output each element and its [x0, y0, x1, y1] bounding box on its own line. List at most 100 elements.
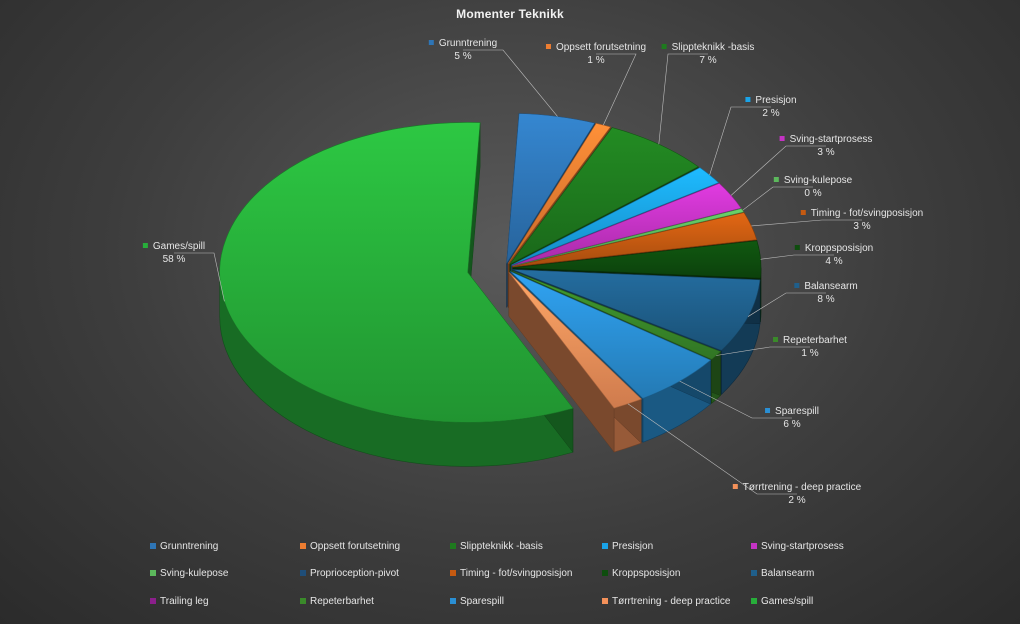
leader-line-grunntrening [463, 49, 558, 117]
legend-swatch [150, 570, 156, 576]
leader-line-t-rrtrening-deep-practice [627, 403, 797, 495]
data-label-presisjon: Presisjon 2 % [745, 94, 797, 120]
slice-games-spill [219, 122, 574, 423]
legend-swatch [602, 598, 608, 604]
legend-label: Presisjon [612, 541, 654, 552]
legend-label: Timing - fot/svingposisjon [460, 568, 573, 579]
leader-line-balansearm [747, 292, 826, 317]
legend-label: Sving-kulepose [160, 568, 229, 579]
data-label-repeterbarhet: Repeterbarhet 1 % [773, 334, 847, 360]
data-label-slippteknikk-basis: Slippteknikk -basis 7 % [661, 41, 755, 67]
data-label-sving-kulepose: Sving-kulepose 0 % [773, 174, 852, 200]
data-label-grunntrening: Grunntrening 5 % [428, 37, 498, 63]
leader-line-games-spill [174, 252, 225, 302]
slice-balansearm [512, 269, 761, 351]
legend-item-games-spill: Games/spill [751, 596, 813, 607]
legend-item-grunntrening: Grunntrening [150, 541, 218, 552]
leader-line-oppsett-forutsetning [596, 53, 637, 126]
data-label-name: Kroppsposisjon [804, 243, 874, 254]
data-label-timing-fot-svingposisjon: Timing - fot/svingposisjon 3 % [800, 207, 924, 233]
data-label-name: Timing - fot/svingposisjon [810, 208, 924, 219]
data-label-value: 2 % [762, 108, 780, 119]
data-label-value: 3 % [853, 221, 871, 232]
legend-item-sving-startprosess: Sving-startprosess [751, 541, 844, 552]
legend-swatch [300, 598, 306, 604]
label-swatch [745, 97, 751, 102]
label-swatch [773, 337, 779, 342]
data-label-name: Presisjon [755, 95, 797, 106]
legend-label: Proprioception-pivot [310, 568, 399, 579]
legend-label: Oppsett forutsetning [310, 541, 401, 552]
legend-item-balansearm: Balansearm [751, 568, 814, 579]
label-swatch [794, 283, 800, 288]
legend-label: Sving-startprosess [761, 541, 844, 552]
label-swatch [661, 44, 667, 49]
legend-label: Repeterbarhet [310, 596, 374, 607]
data-label-value: 2 % [788, 495, 806, 506]
data-label-value: 4 % [825, 256, 843, 267]
legend-item-trailing-leg: Trailing leg [150, 596, 209, 607]
label-swatch [428, 40, 434, 45]
data-label-oppsett-forutsetning: Oppsett forutsetning 1 % [545, 41, 647, 67]
legend-item-proprioception-pivot: Proprioception-pivot [300, 568, 399, 579]
data-label-value: 6 % [783, 419, 801, 430]
slice-t-rrtrening-deep-practice [508, 271, 642, 409]
legend-item-t-rrtrening-deep-practice: Tørrtrening - deep practice [602, 596, 730, 607]
legend-label: Balansearm [761, 568, 815, 579]
legend-label: Games/spill [761, 596, 814, 607]
legend-item-presisjon: Presisjon [602, 541, 653, 552]
legend-item-slippteknikk-basis: Slippteknikk -basis [450, 541, 543, 552]
legend-item-sving-kulepose: Sving-kulepose [150, 568, 228, 579]
label-swatch [765, 408, 771, 413]
leader-line-kroppsposisjon [760, 254, 834, 260]
data-label-value: 58 % [162, 254, 186, 265]
legend-label: Grunntrening [160, 541, 219, 552]
legend-item-sparespill: Sparespill [450, 596, 504, 607]
legend-swatch [150, 598, 156, 604]
legend-item-repeterbarhet: Repeterbarhet [300, 596, 374, 607]
label-swatch [773, 177, 779, 182]
data-label-value: 0 % [804, 188, 822, 199]
data-label-games-spill: Games/spill 58 % [142, 240, 206, 266]
legend-swatch [300, 570, 306, 576]
legend-label: Tørrtrening - deep practice [612, 596, 731, 607]
slice-sving-kulepose [512, 208, 745, 267]
slice-repeterbarhet [511, 270, 722, 360]
slice-oppsett-forutsetning [507, 122, 611, 264]
legend-item-oppsett-forutsetning: Oppsett forutsetning [300, 541, 400, 552]
legend-swatch [450, 598, 456, 604]
data-label-t-rrtrening-deep-practice: Tørrtrening - deep practice 2 % [732, 481, 861, 507]
data-label-value: 5 % [454, 51, 472, 62]
legend-swatch [751, 543, 757, 549]
legend-swatch [450, 570, 456, 576]
leader-line-slippteknikk-basis [658, 53, 708, 145]
legend-label: Slippteknikk -basis [460, 541, 543, 552]
label-swatch [142, 243, 148, 248]
label-swatch [794, 245, 800, 250]
data-label-name: Sparespill [775, 406, 819, 417]
data-label-sving-startprosess: Sving-startprosess 3 % [779, 133, 872, 159]
data-label-value: 1 % [587, 55, 605, 66]
legend-swatch [450, 543, 456, 549]
data-label-name: Oppsett forutsetning [555, 42, 647, 53]
legend-swatch [751, 598, 757, 604]
legend-label: Trailing leg [160, 596, 209, 607]
leader-line-sving-startprosess [730, 145, 826, 196]
legend-label: Sparespill [460, 596, 504, 607]
label-swatch [732, 484, 738, 489]
data-label-value: 3 % [817, 147, 835, 158]
legend-label: Kroppsposisjon [612, 568, 681, 579]
data-label-name: Balansearm [804, 281, 858, 292]
data-label-name: Repeterbarhet [783, 335, 847, 346]
data-label-name: Grunntrening [438, 38, 498, 49]
leader-line-timing-fot-svingposisjon [751, 219, 862, 227]
data-label-value: 1 % [801, 348, 819, 359]
data-label-kroppsposisjon: Kroppsposisjon 4 % [794, 242, 874, 268]
data-label-name: Slippteknikk -basis [671, 42, 755, 53]
chart-title: Momenter Teknikk [456, 7, 564, 21]
data-label-name: Games/spill [152, 241, 206, 252]
label-swatch [779, 136, 785, 141]
legend-swatch [602, 543, 608, 549]
